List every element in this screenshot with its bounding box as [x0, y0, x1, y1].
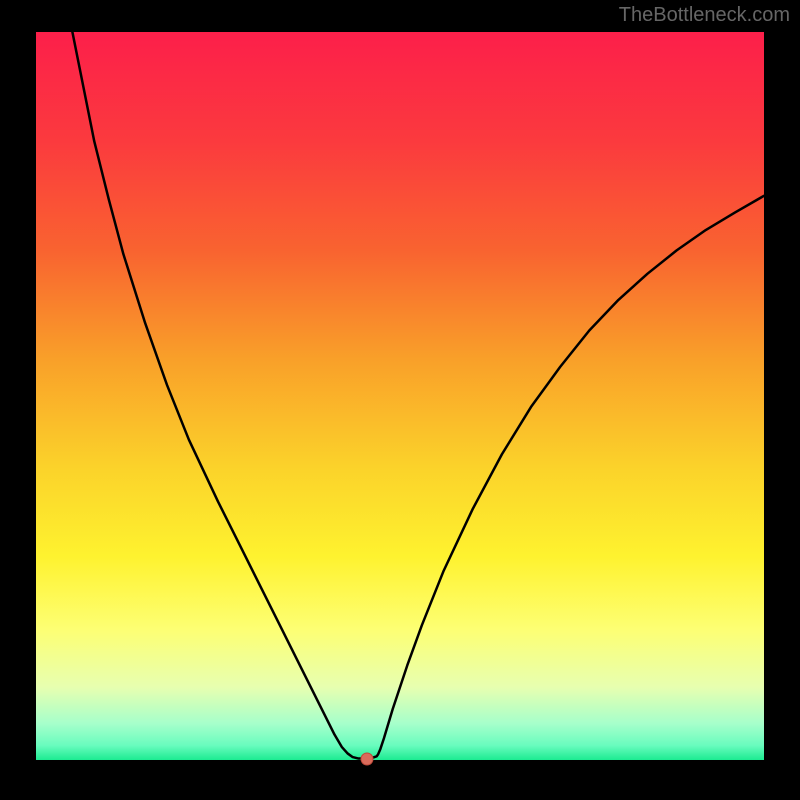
frame-right [764, 0, 800, 800]
curve-line [36, 32, 764, 760]
bottleneck-point-marker [361, 752, 374, 765]
watermark-text: TheBottleneck.com [619, 4, 790, 27]
frame-left [0, 0, 36, 800]
bottleneck-chart: TheBottleneck.com [0, 0, 800, 800]
frame-bottom [0, 760, 800, 800]
plot-area [36, 32, 764, 760]
